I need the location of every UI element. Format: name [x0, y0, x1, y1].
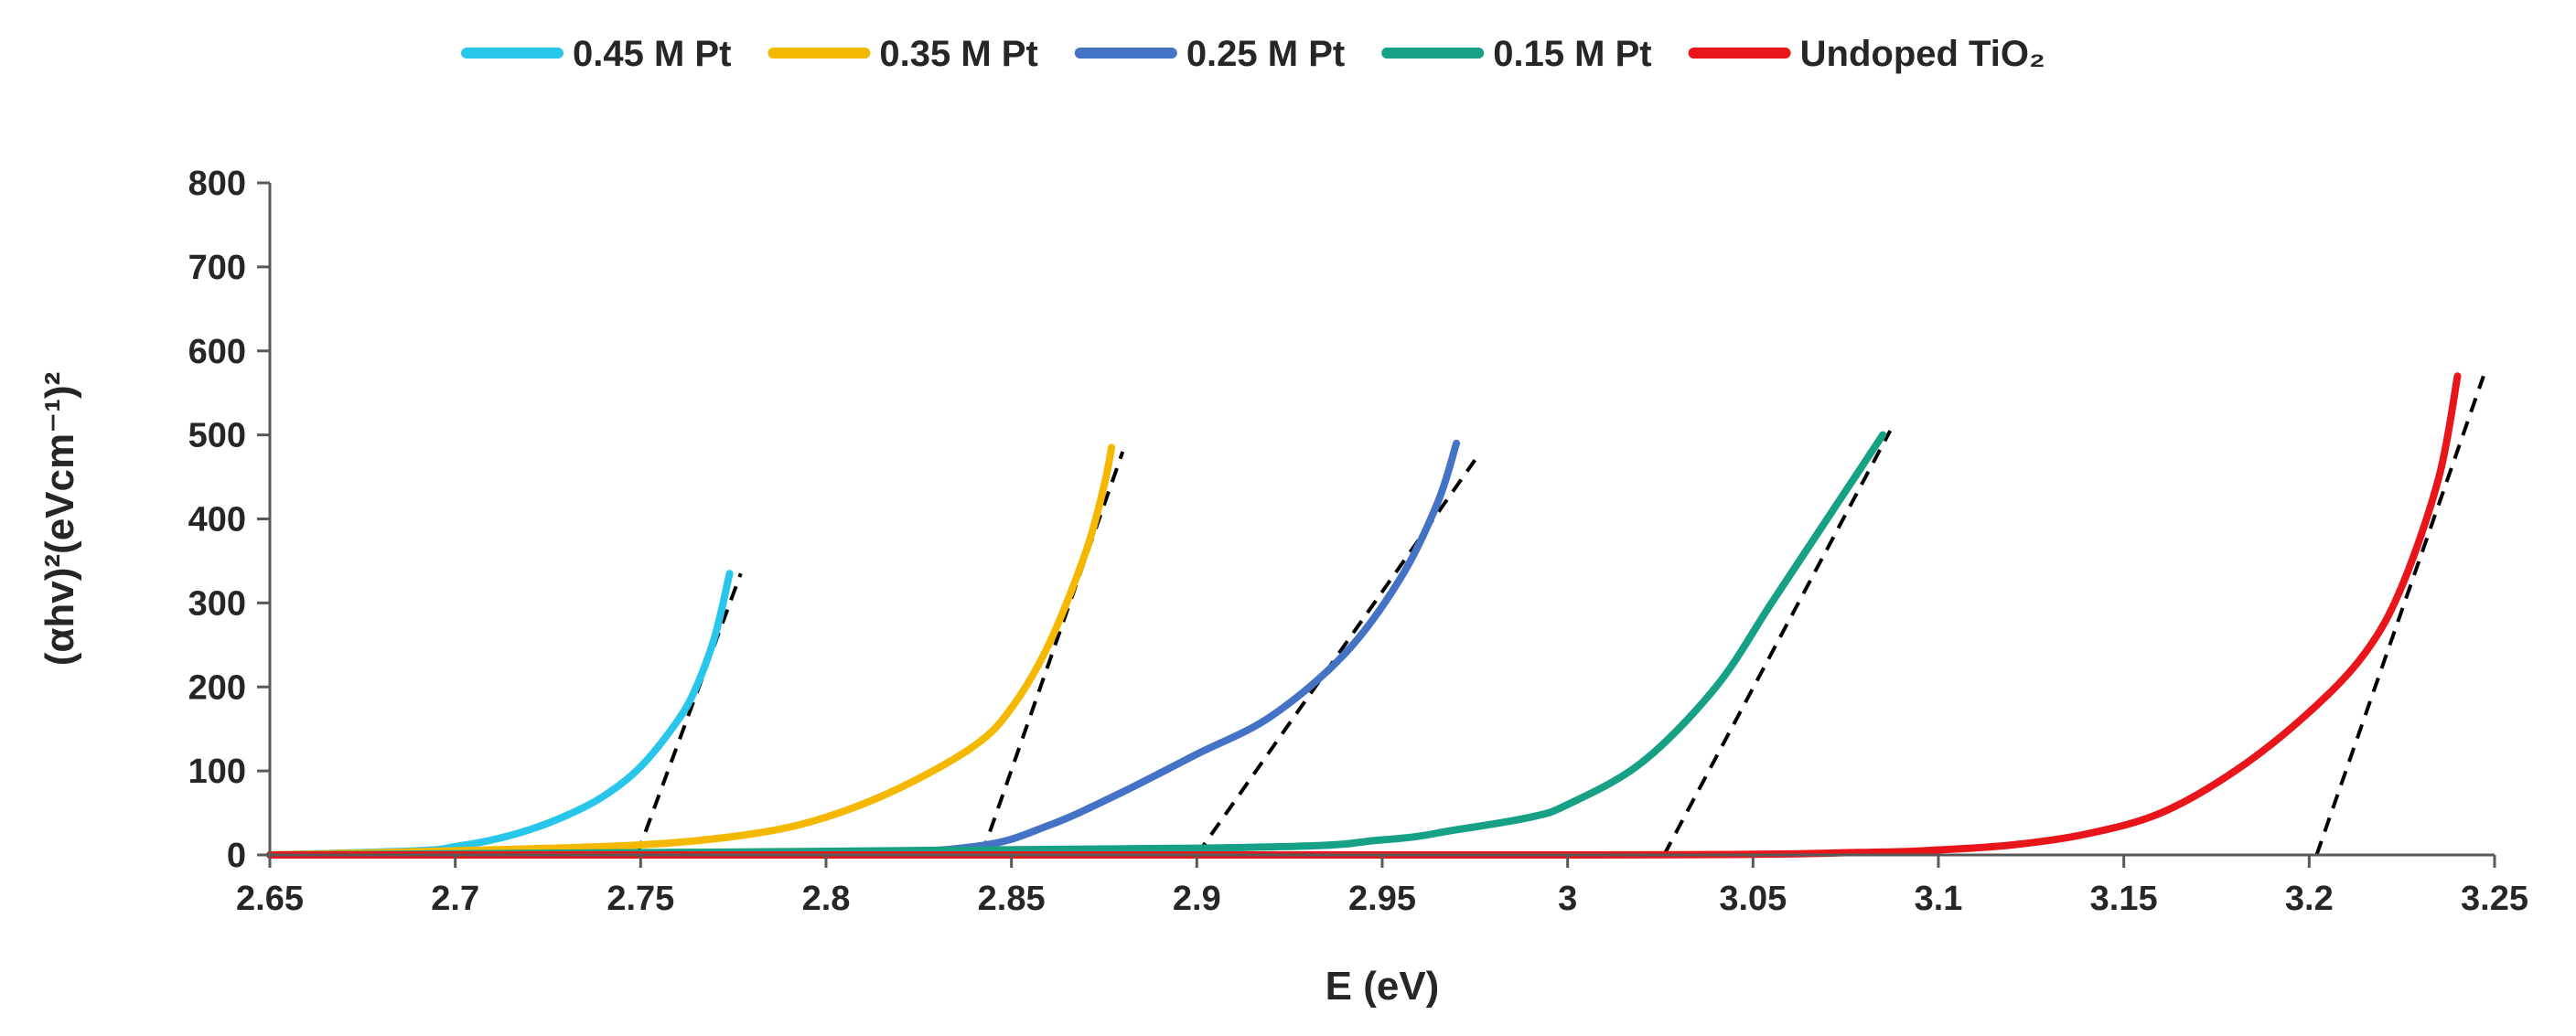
- y-tick-label: 200: [188, 668, 246, 707]
- y-tick-label: 300: [188, 584, 246, 623]
- tangent-line-0-45-m-pt: [635, 572, 743, 856]
- x-tick-label: 3: [1558, 880, 1577, 918]
- x-tick-label: 3.15: [2090, 880, 2158, 918]
- tangent-line-undoped-tio: [2314, 375, 2485, 856]
- series-line-0-25-m-pt: [266, 439, 1461, 859]
- x-tick-label: 2.65: [236, 880, 304, 918]
- y-axis-title: (αhv)²(eVcm⁻¹)²: [38, 372, 82, 667]
- x-tick-label: 3.05: [1719, 880, 1787, 918]
- y-tick-label: 400: [188, 501, 246, 539]
- y-tick-label: 700: [188, 249, 246, 287]
- legend-label-0-45-m-pt: 0.45 M Pt: [573, 34, 731, 74]
- x-tick-label: 2.95: [1348, 880, 1416, 918]
- y-tick-label: 100: [188, 753, 246, 791]
- y-tick-label: 0: [227, 837, 246, 875]
- x-tick-label: 2.7: [431, 880, 479, 918]
- x-tick-label: 3.25: [2461, 880, 2528, 918]
- x-tick-label: 2.85: [978, 880, 1046, 918]
- axes: [257, 181, 2496, 868]
- tangent-line-0-15-m-pt: [1662, 430, 1893, 856]
- series-line-0-35-m-pt: [266, 443, 1116, 859]
- tangent-line-0-35-m-pt: [980, 451, 1125, 856]
- x-tick-label: 3.1: [1915, 880, 1963, 918]
- series-line-undoped-tio: [266, 372, 2462, 860]
- series-line-0-45-m-pt: [266, 570, 734, 859]
- y-tick-label: 800: [188, 165, 246, 203]
- x-tick-label: 3.2: [2285, 880, 2334, 918]
- legend-label-0-35-m-pt: 0.35 M Pt: [879, 34, 1037, 74]
- tick-labels: 0 100 200 300 400 500 600 700 800 2.65 2.7 2.75 2.8 2…: [188, 165, 2528, 918]
- x-tick-label: 2.9: [1173, 880, 1221, 918]
- series-line-0-15-m-pt: [266, 431, 1887, 859]
- legend-label-0-25-m-pt: 0.25 M Pt: [1186, 34, 1345, 74]
- x-tick-label: 2.8: [802, 880, 851, 918]
- legend-label-0-15-m-pt: 0.15 M Pt: [1493, 34, 1651, 74]
- legend: 0.45 M Pt 0.35 M Pt 0.25 M Pt 0.15 M Pt Undo…: [461, 34, 2045, 74]
- legend-label-undoped-tio: Undoped TiO₂: [1800, 34, 2045, 74]
- y-tick-label: 600: [188, 333, 246, 371]
- data-series: [266, 372, 2462, 860]
- x-tick-label: 2.75: [606, 880, 674, 918]
- x-axis-title: E (eV): [1326, 964, 1440, 1009]
- y-tick-label: 500: [188, 417, 246, 455]
